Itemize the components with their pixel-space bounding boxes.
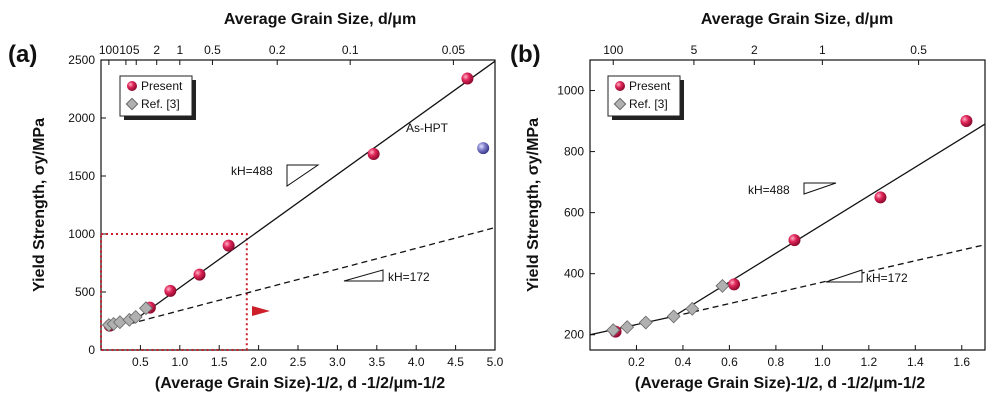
panel-label-b: (b) xyxy=(510,41,541,68)
y-tick-label: 0 xyxy=(88,343,95,357)
legend-label-ref-b: Ref. [3] xyxy=(629,97,668,111)
present-point xyxy=(728,278,740,290)
slope-triangle-172-a xyxy=(344,270,383,281)
y-tick-label: 1500 xyxy=(68,169,95,183)
top-tick-label: 2 xyxy=(153,43,160,57)
x-tick-label: 3.0 xyxy=(329,355,346,369)
y-axis-title-b: Yield Strength, σy/MPa xyxy=(525,118,542,292)
x-tick-label: 5.0 xyxy=(487,355,504,369)
data-points-b xyxy=(607,115,973,338)
x-tick-label: 2.5 xyxy=(290,355,307,369)
ref-point xyxy=(639,316,652,329)
present-point xyxy=(164,285,176,297)
x-tick-label: 1.6 xyxy=(953,355,970,369)
fit-lines-b xyxy=(590,124,985,335)
legend-shadow-a xyxy=(192,80,196,120)
present-point xyxy=(194,269,206,281)
x-tick-label: 0.6 xyxy=(721,355,738,369)
zoom-arrow xyxy=(252,306,270,316)
x-tick-label: 1.4 xyxy=(907,355,924,369)
x-tick-label: 4.0 xyxy=(408,355,425,369)
ref-point xyxy=(716,280,729,293)
x-tick-label: 1.5 xyxy=(211,355,228,369)
k-172-label-b: kH=172 xyxy=(866,271,908,285)
k-488-label-a: kH=488 xyxy=(231,164,273,178)
present-point xyxy=(788,234,800,246)
x-axis-title-b: (Average Grain Size)-1/2, d -1/2/μm-1/2 xyxy=(635,375,925,392)
x-tick-label: 0.5 xyxy=(132,355,149,369)
slope-triangle-172-b xyxy=(826,270,862,282)
y-tick-label: 1000 xyxy=(68,227,95,241)
present-point xyxy=(461,73,473,85)
k-172-label-a: kH=172 xyxy=(388,270,430,284)
legend-marker-present-a xyxy=(127,81,137,91)
top-tick-label: 100 xyxy=(99,43,119,57)
as-hpt-label: As-HPT xyxy=(406,121,449,135)
legend-shadow-b xyxy=(680,80,684,120)
top-tick-label: 0.5 xyxy=(204,43,221,57)
panel-a: (a) Average Grain Size, d/μm (Average Gr… xyxy=(8,11,504,392)
legend-a: Present Ref. [3] xyxy=(120,76,196,120)
legend-label-present-a: Present xyxy=(141,79,183,93)
present-point xyxy=(368,148,380,160)
top-tick-label: 5 xyxy=(691,43,698,57)
present-point xyxy=(874,191,886,203)
legend-shadow-bottom-b xyxy=(612,116,684,120)
top-tick-label: 0.5 xyxy=(910,43,927,57)
figure: (a) Average Grain Size, d/μm (Average Gr… xyxy=(0,0,1004,410)
top-tick-label: 0.05 xyxy=(442,43,466,57)
x-tick-label: 3.5 xyxy=(368,355,385,369)
y-tick-label: 2000 xyxy=(68,111,95,125)
panel-label-a: (a) xyxy=(8,41,37,68)
y-tick-label: 400 xyxy=(564,267,584,281)
x-tick-label: 0.2 xyxy=(628,355,645,369)
x-tick-label: 0.8 xyxy=(768,355,785,369)
as-hpt-point xyxy=(477,142,489,154)
legend-label-ref-a: Ref. [3] xyxy=(141,97,180,111)
top-tick-label: 10 xyxy=(119,43,133,57)
fit-line-kh-172 xyxy=(129,228,495,324)
y-axis-title-a: Yield Strength, σy/MPa xyxy=(31,118,48,292)
top-tick-label: 5 xyxy=(133,43,140,57)
top-tick-label: 2 xyxy=(751,43,758,57)
top-axis-title-b: Average Grain Size, d/μm xyxy=(701,11,893,28)
k-488-label-b: kH=488 xyxy=(748,183,790,197)
x-tick-label: 4.5 xyxy=(447,355,464,369)
slope-triangle-488-b xyxy=(804,183,836,194)
y-tick-label: 600 xyxy=(564,206,584,220)
y-tick-label: 2500 xyxy=(68,53,95,67)
top-tick-label: 0.2 xyxy=(269,43,286,57)
top-tick-label: 0.1 xyxy=(342,43,359,57)
panel-b: (b) Average Grain Size, d/μm (Average Gr… xyxy=(510,11,985,392)
present-point xyxy=(223,240,235,252)
x-tick-label: 1.0 xyxy=(171,355,188,369)
x-axis-title-a: (Average Grain Size)-1/2, d -1/2/μm-1/2 xyxy=(155,375,445,392)
ref-point xyxy=(621,321,634,334)
x-tick-label: 1.0 xyxy=(814,355,831,369)
top-tick-label: 1 xyxy=(176,43,183,57)
y-tick-label: 1000 xyxy=(557,84,584,98)
legend-shadow-bottom-a xyxy=(124,116,196,120)
top-tick-label: 1 xyxy=(819,43,826,57)
x-tick-label: 2.0 xyxy=(250,355,267,369)
slope-triangle-488-a xyxy=(287,165,318,186)
y-tick-label: 500 xyxy=(75,285,95,299)
y-tick-label: 800 xyxy=(564,145,584,159)
x-tick-label: 1.2 xyxy=(860,355,877,369)
ref-point xyxy=(667,310,680,323)
top-axis-title-a: Average Grain Size, d/μm xyxy=(224,11,416,28)
legend-label-present-b: Present xyxy=(629,79,671,93)
fit-line-kh-488 xyxy=(590,124,985,335)
legend-b: Present Ref. [3] xyxy=(608,76,684,120)
x-tick-label: 0.4 xyxy=(675,355,692,369)
present-point xyxy=(960,115,972,127)
legend-marker-present-b xyxy=(615,81,625,91)
y-tick-label: 200 xyxy=(564,328,584,342)
top-tick-label: 100 xyxy=(603,43,623,57)
